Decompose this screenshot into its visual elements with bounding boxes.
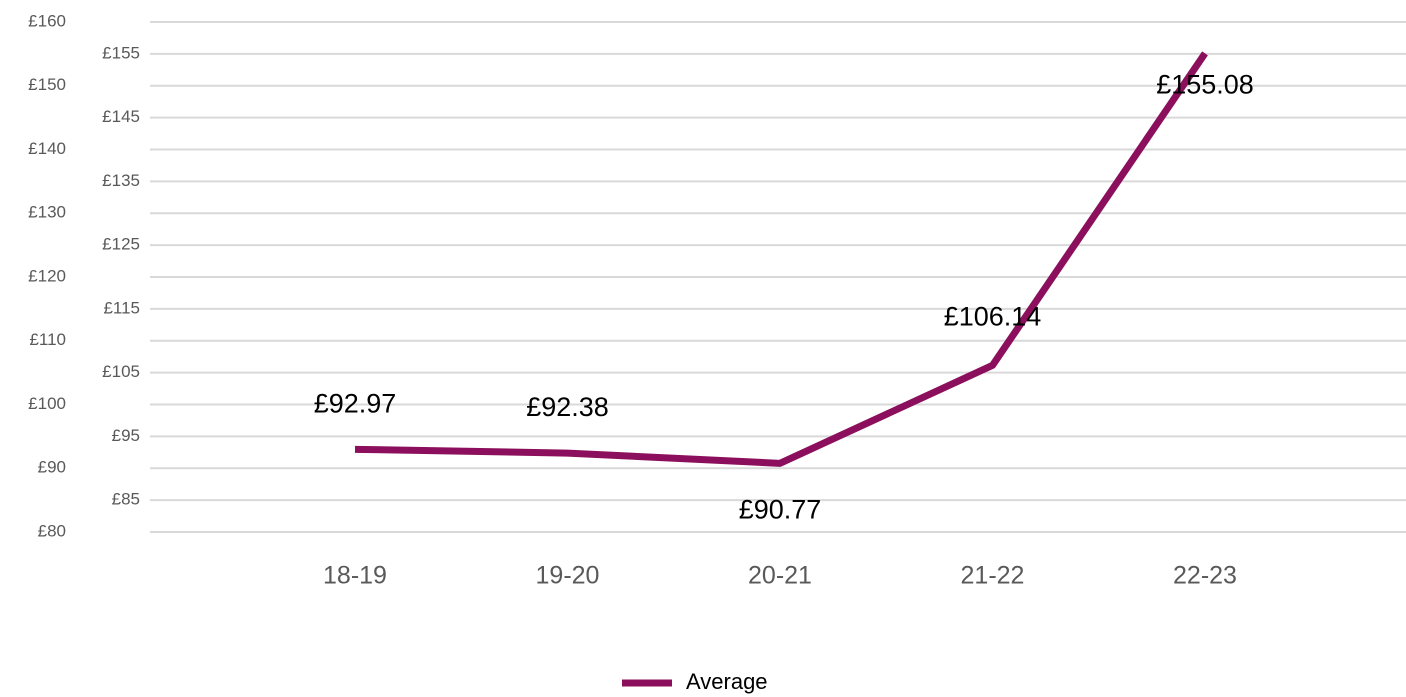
y-tick-label: £140 [28, 139, 66, 158]
data-label: £92.97 [314, 388, 397, 418]
y-tick-label: £120 [28, 266, 66, 285]
y-tick-label: £90 [38, 458, 66, 477]
legend-label: Average [686, 669, 768, 694]
x-tick-label: 21-22 [961, 562, 1025, 590]
y-tick-label: £130 [28, 203, 66, 222]
x-tick-label: 18-19 [323, 562, 387, 590]
y-tick-label: £100 [28, 394, 66, 413]
y-tick-label: £155 [102, 43, 140, 62]
y-tick-label: £105 [102, 362, 140, 381]
y-tick-label: £125 [102, 235, 140, 254]
data-label: £106.14 [944, 301, 1042, 331]
y-tick-label: £85 [112, 490, 140, 509]
x-tick-label: 20-21 [748, 562, 812, 590]
data-label: £90.77 [739, 494, 822, 524]
x-tick-label: 22-23 [1173, 562, 1237, 590]
data-label: £92.38 [526, 392, 609, 422]
y-tick-label: £160 [28, 11, 66, 30]
y-tick-label: £145 [102, 107, 140, 126]
y-tick-label: £110 [29, 330, 66, 349]
y-tick-label: £115 [103, 298, 140, 317]
data-label: £155.08 [1156, 69, 1254, 99]
data-line [354, 51, 1208, 467]
x-tick-label: 19-20 [536, 562, 600, 590]
y-tick-label: £150 [28, 75, 66, 94]
y-tick-label: £135 [102, 171, 140, 190]
y-tick-label: £95 [112, 426, 140, 445]
y-tick-label: £80 [38, 521, 66, 540]
